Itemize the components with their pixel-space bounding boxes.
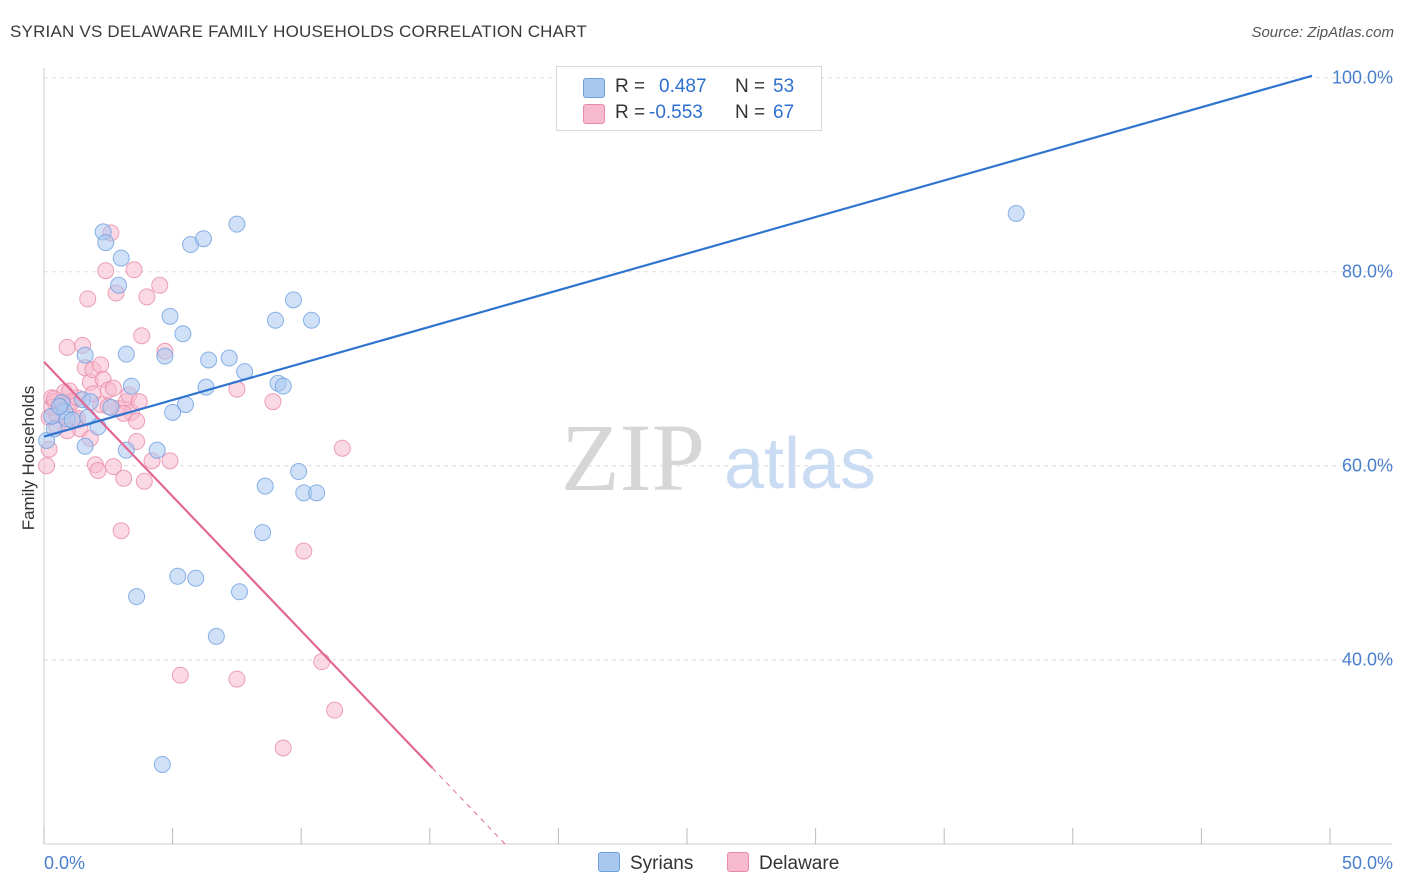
syrians-point	[110, 276, 128, 294]
legend-swatch-pink	[727, 852, 749, 872]
y-axis-label: Family Households	[19, 386, 38, 531]
y-tick-label: 40.0%	[1342, 650, 1393, 670]
syrians-point	[1007, 205, 1025, 222]
syrians-points	[38, 69, 1025, 773]
syrians-point	[194, 230, 212, 248]
syrians-point	[164, 403, 182, 421]
delaware-point	[125, 261, 143, 279]
delaware-point	[79, 290, 97, 308]
trend-lines	[43, 74, 1313, 845]
syrians-point	[220, 349, 238, 367]
delaware-trend-line	[43, 361, 434, 769]
chart-title: SYRIAN VS DELAWARE FAMILY HOUSEHOLDS COR…	[10, 22, 587, 41]
legend-r-value: 0.487	[659, 76, 707, 97]
delaware-point	[115, 469, 133, 487]
delaware-point	[97, 262, 115, 280]
delaware-point	[112, 522, 130, 540]
x-tick-label: 50.0%	[1342, 853, 1393, 873]
delaware-point	[104, 458, 122, 476]
syrians-point	[128, 588, 146, 606]
delaware-point	[295, 542, 313, 560]
syrians-point	[81, 393, 99, 411]
y-tick-label: 80.0%	[1342, 262, 1393, 282]
delaware-point	[274, 739, 292, 757]
delaware-point	[133, 327, 151, 345]
delaware-point	[135, 472, 153, 490]
syrians-point	[290, 463, 308, 481]
y-tick-label: 60.0%	[1342, 456, 1393, 476]
delaware-point	[151, 276, 169, 294]
syrians-point	[230, 583, 248, 601]
legend-n-label: N =	[735, 102, 766, 123]
legend-r-label: R =	[615, 102, 646, 123]
delaware-point	[313, 653, 331, 671]
delaware-point	[38, 457, 56, 475]
syrians-point	[200, 351, 218, 369]
syrians-point	[63, 411, 81, 429]
delaware-point	[333, 439, 351, 457]
syrians-point	[117, 345, 135, 363]
legend-r-value: -0.553	[649, 102, 703, 123]
legend-r-label: R =	[615, 76, 646, 97]
legend: R = 0.487 N = 53 R = -0.553 N = 67	[556, 66, 822, 131]
syrians-point	[148, 441, 166, 459]
syrians-point	[117, 441, 135, 459]
delaware-point	[264, 393, 282, 411]
syrians-point	[256, 477, 274, 495]
syrians-point	[302, 311, 320, 329]
syrians-point	[76, 346, 94, 364]
y-tick-label: 100.0%	[1332, 68, 1393, 88]
syrians-point	[254, 524, 272, 542]
syrians-point	[187, 569, 205, 587]
bottom-legend-delaware: Delaware	[727, 852, 839, 875]
delaware-point	[228, 670, 246, 688]
x-tick-label: 0.0%	[44, 853, 85, 873]
watermark-atlas: atlas	[724, 424, 876, 504]
syrians-point	[266, 311, 284, 329]
tick-labels: 40.0% 60.0% 80.0% 100.0% 0.0% 50.0%	[44, 68, 1393, 873]
syrians-point	[97, 234, 115, 252]
bottom-legend-syrians: Syrians	[598, 852, 693, 875]
watermark: ZIP atlas	[561, 404, 876, 511]
syrians-point	[161, 307, 179, 325]
watermark-zip: ZIP	[561, 404, 705, 511]
delaware-point	[92, 356, 110, 374]
delaware-point	[104, 379, 122, 397]
delaware-point	[138, 288, 156, 306]
syrians-point	[122, 377, 140, 395]
delaware-point	[171, 666, 189, 684]
delaware-point	[58, 338, 76, 356]
syrians-point	[228, 215, 246, 233]
syrians-point	[274, 377, 292, 395]
legend-swatch-blue	[583, 78, 605, 98]
syrians-trend-line	[43, 74, 1313, 438]
delaware-point	[128, 412, 146, 430]
delaware-point	[89, 462, 107, 480]
legend-label-delaware: Delaware	[759, 853, 840, 874]
syrians-point	[207, 627, 225, 645]
legend-n-value: 67	[773, 102, 795, 123]
axes	[43, 68, 1392, 845]
delaware-point	[161, 452, 179, 470]
legend-n-label: N =	[735, 76, 766, 97]
syrians-point	[102, 399, 120, 416]
syrians-point	[50, 398, 68, 416]
delaware-point	[326, 701, 344, 719]
legend-swatch-pink	[583, 104, 605, 124]
syrians-point	[174, 325, 192, 343]
source-label: Source: ZipAtlas.com	[1251, 24, 1394, 41]
syrians-point	[153, 755, 171, 773]
syrians-point	[284, 291, 302, 309]
legend-n-value: 53	[773, 76, 795, 97]
syrians-point	[112, 249, 130, 267]
syrians-point	[76, 437, 94, 455]
grid-lines	[44, 77, 1392, 661]
legend-swatch-blue	[598, 852, 620, 872]
syrians-point	[169, 567, 187, 585]
syrians-point	[308, 484, 326, 502]
delaware-trend-extension	[432, 767, 506, 845]
syrians-point	[156, 347, 174, 365]
legend-label-syrians: Syrians	[630, 853, 694, 874]
